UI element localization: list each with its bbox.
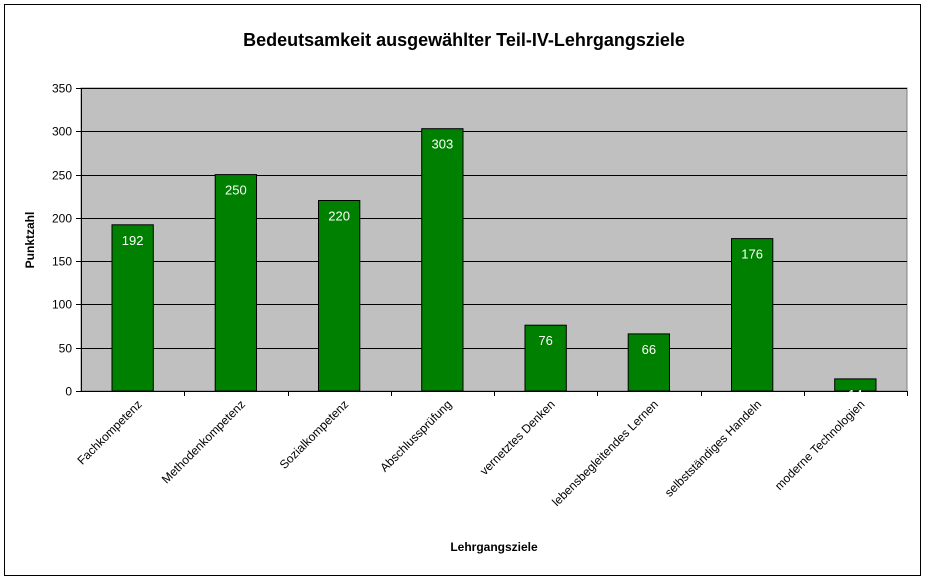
y-tick-label: 100: [52, 298, 72, 312]
x-category-label: lebensbegleitendes Lernen: [549, 397, 661, 509]
y-axis-title: Punktzahl: [23, 212, 37, 269]
x-category-label: moderne Technologien: [772, 397, 868, 493]
data-label: 220: [328, 209, 350, 224]
data-label: 250: [225, 183, 247, 198]
chart-title: Bedeutsamkeit ausgewählter Teil-IV-Lehrg…: [243, 30, 685, 50]
x-category-label: selbstständiges Handeln: [662, 397, 764, 499]
data-label: 76: [538, 333, 552, 348]
x-category-label: Abschlussprüfung: [377, 397, 454, 474]
x-category-label: Fachkompetenz: [74, 397, 144, 467]
y-tick-label: 0: [65, 385, 72, 399]
x-category-label: Sozialkompetenz: [277, 397, 352, 472]
y-tick-label: 50: [59, 342, 73, 356]
y-tick-label: 200: [52, 212, 72, 226]
plot-area: [80, 87, 908, 392]
data-label: 192: [122, 233, 144, 248]
y-tick-label: 350: [52, 82, 72, 96]
bar: [731, 238, 774, 392]
y-tick-label: 250: [52, 169, 72, 183]
y-tick-label: 150: [52, 255, 72, 269]
bar: [214, 174, 257, 392]
data-label: 176: [741, 247, 763, 262]
x-axis-title: Lehrgangsziele: [450, 540, 538, 554]
bar: [524, 324, 567, 392]
bar: [421, 128, 464, 392]
data-label: 14: [848, 387, 862, 402]
data-label: 303: [432, 137, 454, 152]
x-category-label: Methodenkompetenz: [159, 397, 248, 486]
bar: [111, 224, 154, 392]
y-tick-label: 300: [52, 125, 72, 139]
bar: [318, 200, 361, 392]
bar: [627, 333, 671, 392]
data-label: 66: [642, 342, 656, 357]
x-category-label: vernetztes Denken: [477, 397, 558, 478]
